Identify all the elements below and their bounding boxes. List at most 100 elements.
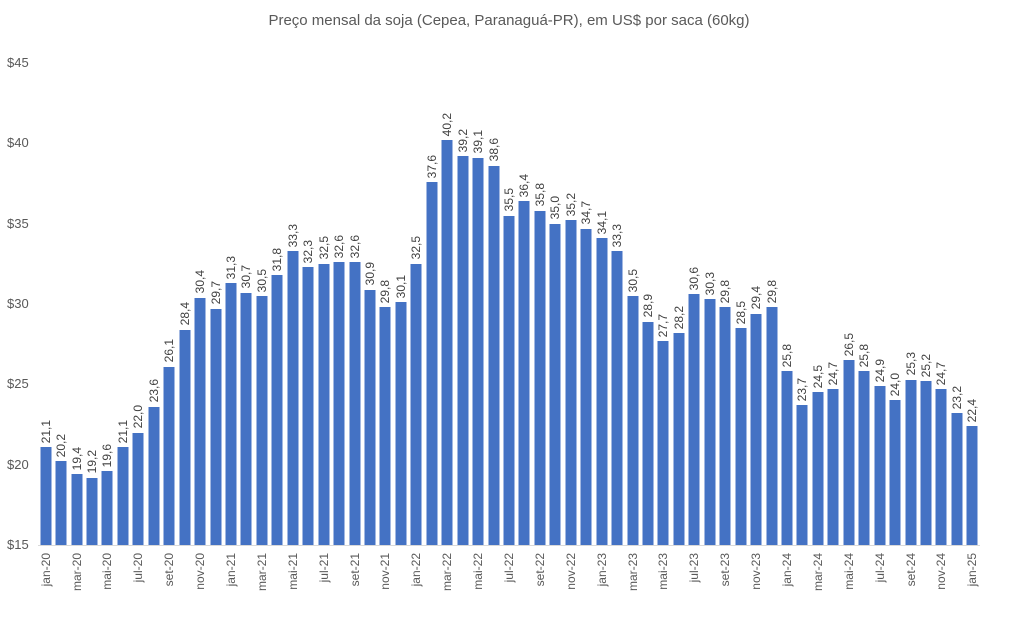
bar-slot: 39,1	[470, 63, 485, 545]
bar-slot: 22,0	[131, 63, 146, 545]
bar-value-label: 19,6	[100, 443, 115, 468]
bar-slot: 32,5	[316, 63, 331, 545]
bar-slot: 28,2	[671, 63, 686, 545]
bar-value-label: 21,1	[38, 419, 53, 443]
bar-slot: 21,1	[115, 63, 130, 545]
bar-slot: 38,6	[486, 63, 501, 545]
bar-value-label: 19,4	[69, 446, 84, 471]
bar-value-label: 34,7	[579, 201, 594, 225]
bar-mai-23	[657, 340, 669, 545]
bar-slot: 35,0	[548, 63, 563, 545]
bar-out-22	[549, 223, 561, 545]
bar-jul-20	[132, 432, 144, 545]
bar-slot: 34,1	[594, 63, 609, 545]
bar-value-label: 32,5	[316, 236, 331, 260]
bar-slot: 19,6	[100, 63, 115, 545]
bar-value-label: 30,5	[254, 268, 269, 292]
bar-value-label: 26,5	[841, 332, 856, 357]
bar-value-label: 32,3	[301, 239, 316, 264]
chart-title: Preço mensal da soja (Cepea, Paranaguá-P…	[268, 12, 750, 29]
bar-value-label: 34,1	[594, 210, 609, 235]
bar-nov-20	[194, 297, 206, 545]
bar-nov-21	[379, 307, 391, 545]
bar-slot: 27,7	[656, 63, 671, 545]
bar-value-label: 30,5	[625, 268, 640, 292]
y-tick-label: $30	[7, 296, 29, 311]
bar-value-label: 35,0	[548, 196, 563, 220]
bar-jan-24	[781, 371, 793, 545]
bar-slot: 30,1	[393, 63, 408, 545]
x-tick-label: jan-22	[409, 553, 424, 587]
bar-slot: 24,7	[934, 63, 949, 545]
bar-value-label: 24,0	[888, 373, 903, 397]
bar-abr-20	[86, 477, 98, 545]
bar-slot: 23,6	[146, 63, 161, 545]
bar-jul-21	[318, 263, 330, 545]
bar-slot: 30,4	[192, 63, 207, 545]
y-tick-label: $15	[7, 537, 29, 552]
y-tick-label: $20	[7, 456, 29, 472]
bar-jun-23	[673, 332, 685, 545]
bar-value-label: 33,3	[610, 223, 625, 247]
x-tick-label: set-22	[532, 553, 547, 587]
bar-slot: 35,5	[501, 63, 516, 545]
bar-mar-20	[71, 474, 83, 545]
bar-slot: 28,5	[733, 63, 748, 545]
x-tick-label: jan-21	[224, 553, 239, 587]
bar-value-label: 20,2	[54, 434, 69, 458]
bar-value-label: 38,6	[486, 138, 501, 162]
bar-abr-22	[457, 156, 469, 545]
bar-set-24	[905, 379, 916, 545]
bar-value-label: 23,6	[146, 379, 161, 403]
bar-fev-24	[796, 405, 808, 545]
bar-jan-20	[40, 447, 52, 545]
bar-jan-23	[596, 238, 608, 545]
bar-value-label: 29,8	[378, 279, 393, 304]
x-tick-label: nov-21	[378, 553, 393, 590]
bar-ago-24	[889, 400, 901, 545]
bar-value-label: 25,8	[857, 344, 872, 368]
bar-jan-25	[966, 426, 978, 545]
x-tick-label: nov-22	[563, 553, 578, 590]
bar-slot: 24,0	[887, 63, 902, 545]
bar-nov-22	[565, 220, 577, 545]
bar-value-label: 30,7	[239, 265, 254, 289]
bar-slot: 26,5	[841, 63, 856, 545]
bar-slot: 26,1	[162, 63, 177, 545]
x-tick-label: mar-23	[625, 553, 640, 592]
x-tick-label: mar-21	[254, 553, 269, 592]
bar-value-label: 39,2	[455, 128, 470, 153]
x-tick-label: mai-22	[471, 553, 486, 590]
bar-slot: 29,8	[378, 63, 393, 545]
bar-value-label: 22,4	[965, 398, 980, 423]
bar-mai-24	[843, 360, 855, 545]
x-tick-label: jul-23	[687, 553, 702, 583]
bar-value-label: 31,8	[270, 247, 285, 272]
y-tick-label: $25	[7, 376, 29, 392]
x-tick-label: jul-20	[131, 553, 146, 583]
bar-slot: 25,2	[918, 63, 933, 545]
bar-slot: 30,3	[702, 63, 717, 545]
x-tick-label: jan-20	[38, 553, 53, 587]
x-tick-label: mai-21	[285, 553, 300, 590]
bar-slot: 23,7	[795, 63, 810, 545]
bar-value-label: 35,5	[501, 188, 516, 212]
x-tick-label: mar-24	[810, 553, 825, 592]
bar-slot: 19,4	[69, 63, 84, 545]
bar-value-label: 32,6	[347, 234, 362, 259]
bar-mar-22	[441, 140, 453, 545]
bar-value-label: 35,2	[563, 193, 578, 217]
bar-fev-22	[426, 181, 438, 545]
bar-slot: 29,7	[208, 63, 223, 545]
bar-slot: 23,2	[949, 63, 964, 545]
x-tick-label: set-20	[162, 553, 177, 587]
bar-slot: 30,5	[254, 63, 269, 545]
bar-slot: 24,7	[826, 63, 841, 545]
bar-jun-24	[858, 371, 870, 545]
bar-slot: 40,2	[440, 63, 455, 545]
x-tick-label: jan-24	[779, 553, 794, 587]
bar-jun-20	[117, 447, 129, 545]
bar-slot: 24,9	[872, 63, 887, 545]
bar-value-label: 28,9	[640, 294, 655, 318]
